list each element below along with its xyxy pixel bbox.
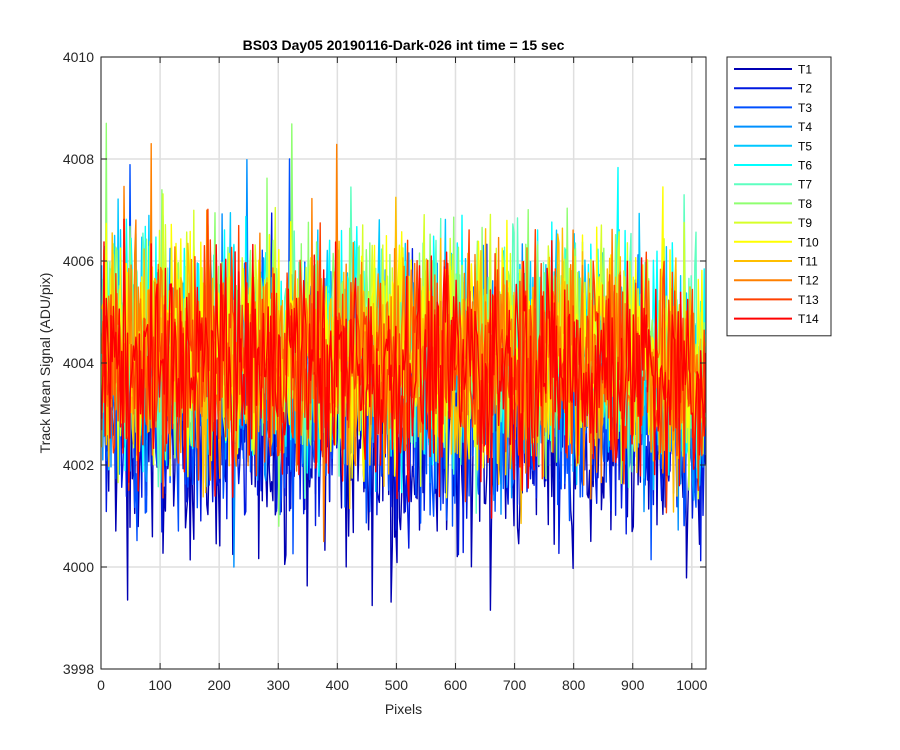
legend-label: T10 xyxy=(798,235,819,249)
legend-label: T12 xyxy=(798,274,819,288)
x-tick-label: 700 xyxy=(503,677,527,693)
x-tick-label: 900 xyxy=(621,677,645,693)
legend-label: T4 xyxy=(798,120,812,134)
ticks: 0 100 200 300 400 500 600 700 800 900 1000 3998 4000… xyxy=(63,49,708,693)
x-tick-label: 800 xyxy=(562,677,586,693)
chart-title: BS03 Day05 20190116-Dark-026 int time = … xyxy=(243,37,565,53)
legend-label: T1 xyxy=(798,63,812,77)
y-tick-label: 4010 xyxy=(63,49,94,65)
legend-box xyxy=(726,56,832,337)
legend: T1 T2 T3 T4 T5 T6 T7 T8 T9 T10 T11 T12 T13 T14 xyxy=(726,56,832,337)
x-tick-label: 200 xyxy=(207,677,231,693)
y-tick-label: 4000 xyxy=(63,559,94,575)
legend-label: T7 xyxy=(798,178,812,192)
y-axis-label: Track Mean Signal (ADU/pix) xyxy=(37,273,53,454)
x-tick-label: 300 xyxy=(267,677,291,693)
legend-label: T2 xyxy=(798,82,812,96)
x-axis-label: Pixels xyxy=(385,701,422,717)
legend-label: T8 xyxy=(798,197,812,211)
x-tick-label: 1000 xyxy=(676,677,707,693)
y-tick-label: 4006 xyxy=(63,253,94,269)
series-line-t14 xyxy=(100,218,707,519)
x-tick-label: 100 xyxy=(148,677,172,693)
x-tick-label: 600 xyxy=(444,677,468,693)
x-tick-label: 0 xyxy=(97,677,105,693)
x-tick-label: 500 xyxy=(385,677,409,693)
legend-label: T6 xyxy=(798,159,812,173)
y-tick-label: 4008 xyxy=(63,151,94,167)
legend-label: T9 xyxy=(798,216,812,230)
y-tick-label: 4002 xyxy=(63,457,94,473)
legend-label: T13 xyxy=(798,293,819,307)
x-tick-label: 400 xyxy=(326,677,350,693)
legend-label: T3 xyxy=(798,101,812,115)
legend-label: T5 xyxy=(798,139,812,153)
series-lines xyxy=(100,122,707,611)
y-tick-label: 3998 xyxy=(63,661,94,677)
legend-label: T11 xyxy=(798,255,818,269)
legend-label: T14 xyxy=(798,312,819,326)
y-tick-label: 4004 xyxy=(63,355,94,371)
